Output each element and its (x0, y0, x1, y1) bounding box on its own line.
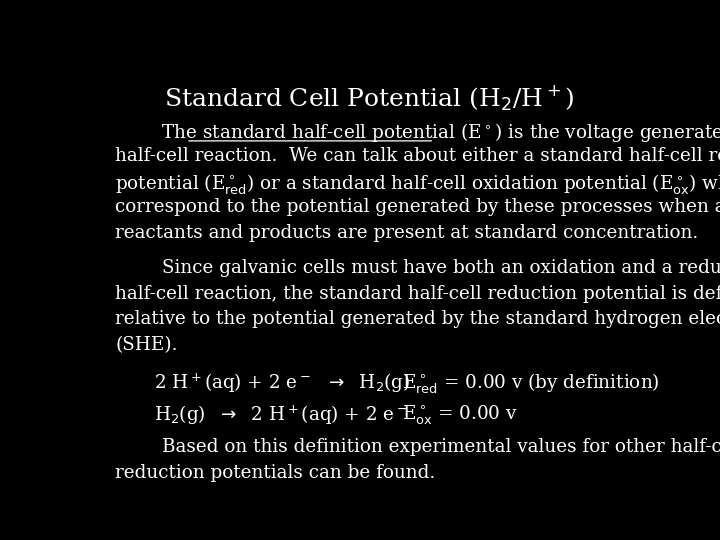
Text: H$_2$(g)  $\rightarrow$  2 H$^+$(aq) + 2 e$^-$: H$_2$(g) $\rightarrow$ 2 H$^+$(aq) + 2 e… (154, 403, 408, 426)
Text: relative to the potential generated by the standard hydrogen electrode: relative to the potential generated by t… (115, 310, 720, 328)
Text: correspond to the potential generated by these processes when all: correspond to the potential generated by… (115, 198, 720, 217)
Text: reactants and products are present at standard concentration.: reactants and products are present at st… (115, 224, 698, 242)
Text: E$^\circ_{\rm ox}$ = 0.00 v: E$^\circ_{\rm ox}$ = 0.00 v (402, 403, 518, 426)
Text: The standard half-cell potential (E$^\circ$) is the voltage generated by a: The standard half-cell potential (E$^\ci… (115, 121, 720, 144)
Text: Standard Cell Potential (H$_2$/H$^+$): Standard Cell Potential (H$_2$/H$^+$) (163, 84, 575, 113)
Text: Based on this definition experimental values for other half-cell: Based on this definition experimental va… (115, 438, 720, 456)
Text: reduction potentials can be found.: reduction potentials can be found. (115, 464, 436, 482)
Text: (SHE).: (SHE). (115, 336, 178, 354)
Text: 2 H$^+$(aq) + 2 e$^-$  $\rightarrow$  H$_2$(g): 2 H$^+$(aq) + 2 e$^-$ $\rightarrow$ H$_2… (154, 371, 410, 394)
Text: half-cell reaction.  We can talk about either a standard half-cell reduction: half-cell reaction. We can talk about ei… (115, 147, 720, 165)
Text: half-cell reaction, the standard half-cell reduction potential is defined: half-cell reaction, the standard half-ce… (115, 285, 720, 302)
Text: potential (E$^\circ_{\rm red}$) or a standard half-cell oxidation potential (E$^: potential (E$^\circ_{\rm red}$) or a sta… (115, 172, 720, 197)
Text: Since galvanic cells must have both an oxidation and a reduction: Since galvanic cells must have both an o… (115, 259, 720, 277)
Text: E$^\circ_{\rm red}$ = 0.00 v (by definition): E$^\circ_{\rm red}$ = 0.00 v (by definit… (402, 371, 660, 395)
